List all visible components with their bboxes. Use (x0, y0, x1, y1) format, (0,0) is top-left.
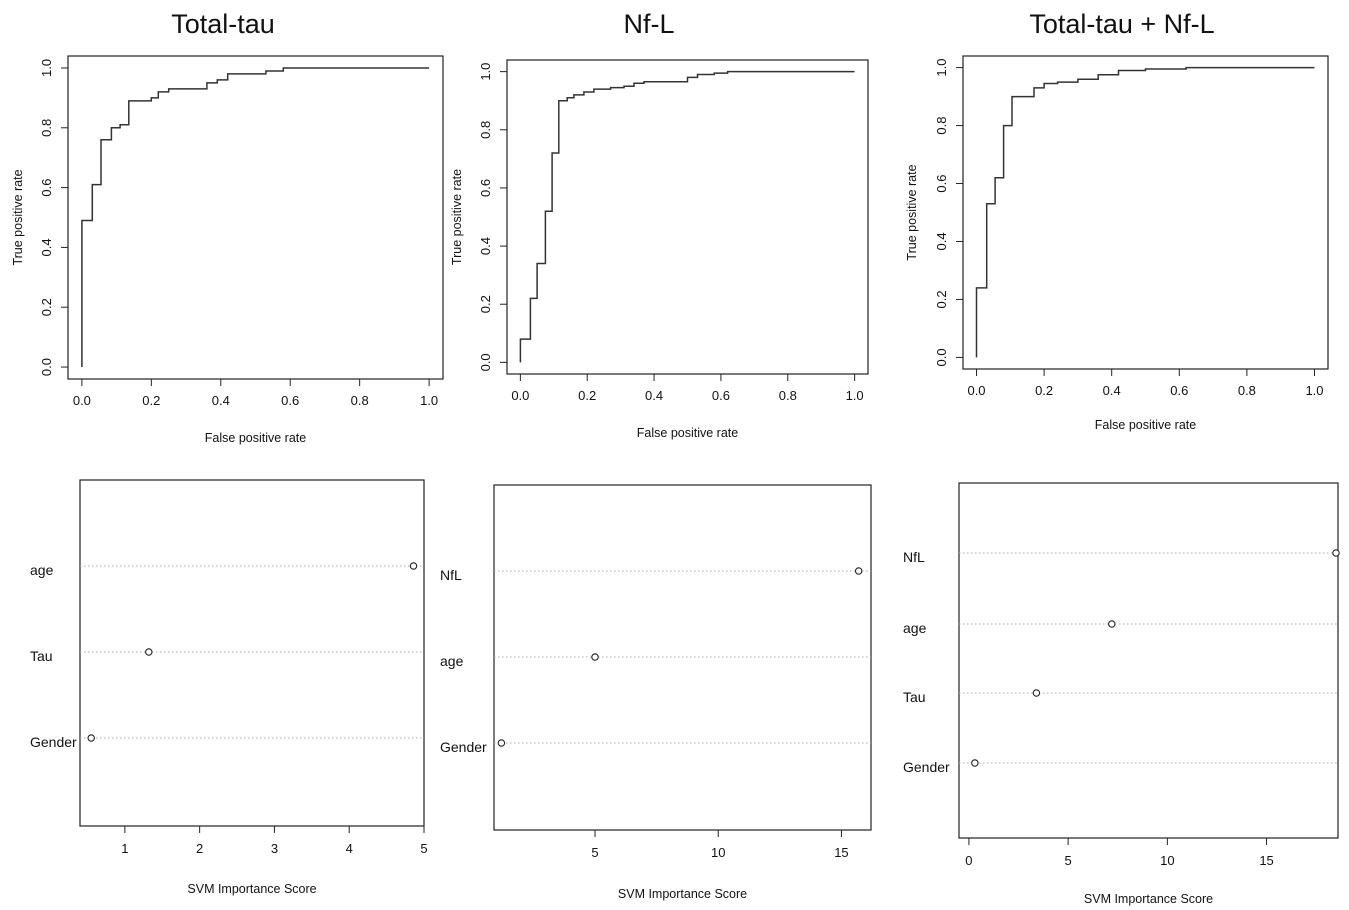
x-tick-label: 0.8 (779, 388, 797, 403)
roc-panel: Nf-L 0.0 0.2 0.4 0.6 0.8 1.0 0.0 0.2 0.4 0.6 0.8 1.0… (450, 9, 869, 440)
panel-title: Total-tau (171, 9, 275, 39)
x-tick-label: 0.2 (1035, 383, 1053, 398)
x-tick-label: 0.6 (281, 393, 299, 408)
x-tick-label: 0.4 (1103, 383, 1121, 398)
y-tick-label: 0.6 (478, 179, 493, 197)
x-tick-label: 4 (346, 841, 353, 856)
plot-frame (506, 59, 869, 375)
x-axis-label: False positive rate (205, 431, 306, 445)
x-tick-label: 0.8 (1238, 383, 1256, 398)
x-axis-label: SVM Importance Score (1084, 892, 1213, 906)
y-tick-label: 0.4 (39, 238, 54, 256)
importance-point (971, 759, 979, 767)
x-tick-label: 0.8 (351, 393, 369, 408)
y-tick-label: 0.2 (478, 295, 493, 313)
importance-point (87, 734, 95, 742)
importance-panel: age Tau Gender 1 2 3 4 5 SVM Importance Score (30, 479, 428, 896)
x-axis-label: False positive rate (1095, 418, 1196, 432)
importance-point (1032, 689, 1041, 697)
x-tick-label: 0.6 (712, 388, 730, 403)
x-tick-label: 5 (591, 845, 598, 860)
x-axis-label: SVM Importance Score (618, 887, 747, 901)
x-tick-label: 0 (965, 853, 972, 868)
category-label: NfL (440, 567, 462, 583)
panel-title: Nf-L (623, 9, 674, 39)
panel-title: Total-tau + Nf-L (1029, 9, 1214, 39)
x-tick-label: 15 (1259, 853, 1273, 868)
category-label: Tau (903, 689, 926, 705)
x-tick-label: 0.4 (212, 393, 230, 408)
x-tick-label: 5 (420, 841, 427, 856)
roc-panel: Total-tau 0.0 0.2 0.4 0.6 0.8 1.0 0.0 0.2 0.4 0.6 0… (11, 9, 444, 445)
y-axis-label: True positive rate (450, 169, 464, 265)
category-label: NfL (903, 549, 925, 565)
category-label: age (440, 653, 464, 669)
y-tick-label: 1.0 (934, 59, 949, 77)
importance-point (1332, 549, 1340, 557)
x-tick-label: 15 (834, 845, 848, 860)
x-tick-label: 10 (711, 845, 725, 860)
importance-point (1108, 620, 1116, 628)
y-tick-label: 1.0 (39, 59, 54, 77)
plot-frame (67, 55, 444, 380)
x-tick-label: 0.0 (73, 393, 91, 408)
importance-point (591, 653, 599, 661)
importance-point (854, 567, 863, 575)
plot-frame (958, 482, 1339, 839)
x-tick-label: 2 (196, 841, 203, 856)
category-label: Gender (30, 734, 77, 750)
x-tick-label: 3 (271, 841, 278, 856)
roc-panel: Total-tau + Nf-L 0.0 0.2 0.4 0.6 0.8 1.0 0.0 0.2… (905, 9, 1329, 432)
y-tick-label: 1.0 (478, 63, 493, 81)
y-tick-label: 0.6 (934, 174, 949, 192)
y-tick-label: 0.2 (39, 298, 54, 316)
x-tick-label: 0.0 (967, 383, 985, 398)
roc-curve-line (975, 66, 1315, 358)
y-tick-label: 0.2 (934, 290, 949, 308)
importance-point (145, 648, 153, 656)
importance-panel: NfL age Tau Gender 0 5 10 15 SVM Importance Scor… (903, 482, 1340, 906)
y-tick-label: 0.8 (934, 117, 949, 135)
plot-frame (79, 479, 425, 827)
importance-point (409, 562, 418, 570)
category-label: Tau (30, 648, 53, 664)
y-tick-label: 0.0 (39, 358, 54, 376)
category-label: age (903, 620, 927, 636)
y-tick-label: 0.4 (478, 237, 493, 255)
x-tick-label: 0.2 (578, 388, 596, 403)
y-axis-label: True positive rate (11, 169, 25, 265)
y-tick-label: 0.4 (934, 232, 949, 250)
category-label: Gender (440, 739, 487, 755)
importance-panel: NfL age Gender 5 10 15 SVM Importance Score (440, 484, 872, 901)
category-label: age (30, 562, 54, 578)
x-tick-label: 0.6 (1170, 383, 1188, 398)
x-tick-label: 10 (1160, 853, 1174, 868)
x-tick-label: 1.0 (846, 388, 864, 403)
x-axis-label: False positive rate (637, 426, 738, 440)
y-tick-label: 0.8 (39, 119, 54, 137)
roc-curve-line (519, 70, 855, 363)
x-tick-label: 0.4 (645, 388, 663, 403)
plot-frame (962, 55, 1329, 370)
x-tick-label: 5 (1065, 853, 1072, 868)
roc-curve-line (81, 67, 430, 367)
x-tick-label: 0.0 (511, 388, 529, 403)
y-tick-label: 0.0 (478, 353, 493, 371)
x-tick-label: 1 (121, 841, 128, 856)
y-tick-label: 0.6 (39, 179, 54, 197)
importance-point (497, 739, 506, 747)
x-tick-label: 1.0 (1305, 383, 1323, 398)
x-tick-label: 1.0 (420, 393, 438, 408)
x-axis-label: SVM Importance Score (187, 882, 316, 896)
y-tick-label: 0.0 (934, 348, 949, 366)
y-axis-label: True positive rate (905, 164, 919, 260)
y-tick-label: 0.8 (478, 121, 493, 139)
category-label: Gender (903, 759, 950, 775)
x-tick-label: 0.2 (142, 393, 160, 408)
